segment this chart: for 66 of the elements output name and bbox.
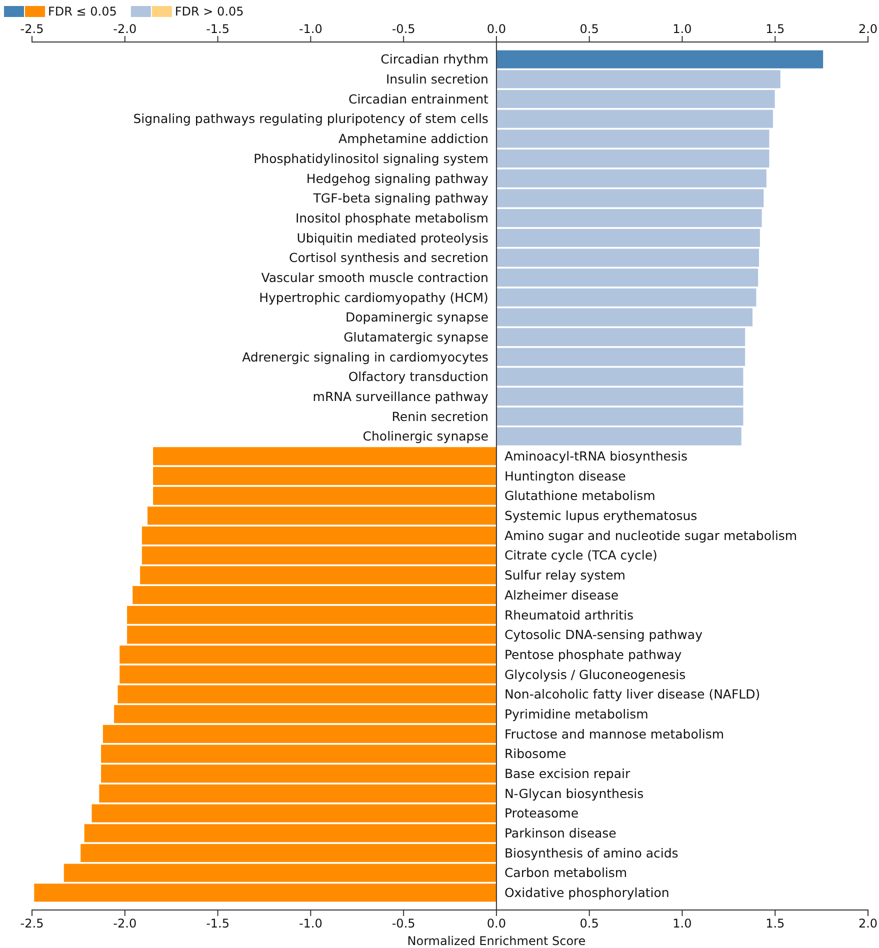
y-tick-label: Vascular smooth muscle contraction <box>261 270 488 285</box>
x-tick-label: 1.5 <box>766 22 785 36</box>
y-tick-label: Ubiquitin mediated proteolysis <box>296 230 488 246</box>
y-tick-label: Glutathione metabolism <box>504 488 656 504</box>
y-tick-label: mRNA surveillance pathway <box>312 389 490 404</box>
x-tick-label: -1.0 <box>298 22 322 36</box>
x2-tick-label: -1.5 <box>206 916 230 931</box>
x-tick-label: -1.5 <box>206 22 230 36</box>
y-tick-label: Cytosolic DNA-sensing pathway <box>504 627 704 642</box>
y-tick-label: Cholinergic synapse <box>362 428 489 444</box>
y-tick-label: N-Glycan biosynthesis <box>504 786 644 801</box>
y-tick-label: Adrenergic signaling in cardiomyocytes <box>242 349 488 364</box>
x2-tick-label: 0.0 <box>486 916 506 931</box>
y-tick-label: Sulfur relay system <box>504 568 626 583</box>
y-tick-label: Base excision repair <box>504 766 631 781</box>
x-tick-label: 0.0 <box>486 22 506 36</box>
y-tick-label: Cortisol synthesis and secretion <box>289 250 488 266</box>
y-tick-label: Signaling pathways regulating pluripotency of stem cells <box>133 111 488 126</box>
y-tick-label: Carbon metabolism <box>504 865 628 880</box>
x2-tick-label: -0.5 <box>392 916 416 931</box>
y-tick-label: Circadian entrainment <box>348 91 489 106</box>
x2-tick-label: 0.5 <box>580 916 599 931</box>
legend-label: FDR > 0.05 <box>174 4 244 18</box>
y-tick-label: Ribosome <box>504 746 567 762</box>
x2-tick-label: 2.0 <box>858 916 878 931</box>
x-tick-label: 1.0 <box>672 22 692 36</box>
x2-tick-label: 1.0 <box>672 916 692 931</box>
y-tick-label: Renin secretion <box>392 408 488 424</box>
x-tick-label: 0.5 <box>580 22 599 36</box>
y-tick-label: TGF-beta signaling pathway <box>312 190 490 206</box>
y-tick-label: Systemic lupus erythematosus <box>504 508 698 524</box>
y-tick-label: Dopaminergic synapse <box>346 310 489 325</box>
y-tick-label: Hedgehog signaling pathway <box>306 170 490 186</box>
y-tick-label: Glycolysis / Gluconeogenesis <box>504 666 686 682</box>
x-tick-label: -2.5 <box>20 22 44 36</box>
x2-tick-label: -2.0 <box>113 916 137 931</box>
y-tick-label: Alzheimer disease <box>504 587 619 602</box>
y-tick-label: Hypertrophic cardiomyopathy (HCM) <box>259 290 488 305</box>
y-tick-label: Inositol phosphate metabolism <box>295 210 488 226</box>
x2-tick-label: -2.5 <box>20 916 44 931</box>
y-tick-label: Pentose phosphate pathway <box>504 646 682 662</box>
legend-label: FDR ≤ 0.05 <box>48 4 117 18</box>
x-tick-label: -2.0 <box>113 22 137 36</box>
y-tick-label: Biosynthesis of amino acids <box>504 845 678 860</box>
y-tick-label: Oxidative phosphorylation <box>504 885 670 900</box>
y-tick-label: Fructose and mannose metabolism <box>504 726 724 742</box>
x2-tick-label: 1.5 <box>766 916 785 931</box>
y-tick-label: Parkinson disease <box>504 826 617 841</box>
y-tick-label: Phosphatidylinositol signaling system <box>254 150 488 166</box>
y-tick-label: Amphetamine addiction <box>338 131 488 146</box>
y-tick-label: Circadian rhythm <box>380 52 488 67</box>
y-tick-label: Pyrimidine metabolism <box>504 706 648 722</box>
y-tick-label: Glutamatergic synapse <box>344 329 489 344</box>
x2-tick-label: -1.0 <box>298 916 322 931</box>
y-tick-label: Non-alcoholic fatty liver disease (NAFLD) <box>504 686 760 702</box>
x-tick-label: -0.5 <box>392 22 416 36</box>
y-tick-label: Aminoacyl-tRNA biosynthesis <box>504 448 688 464</box>
y-tick-label: Amino sugar and nucleotide sugar metabolism <box>504 528 798 543</box>
x-axis-title: Normalized Enrichment Score <box>407 934 586 948</box>
y-tick-label: Huntington disease <box>504 468 626 484</box>
y-tick-label: Citrate cycle (TCA cycle) <box>504 548 658 563</box>
y-tick-label: Insulin secretion <box>386 72 488 87</box>
y-tick-label: Rheumatoid arthritis <box>504 607 634 622</box>
y-tick-label: Olfactory transduction <box>348 369 488 384</box>
y-tick-label: Proteasome <box>504 806 579 821</box>
x-tick-label: 2.0 <box>858 22 878 36</box>
